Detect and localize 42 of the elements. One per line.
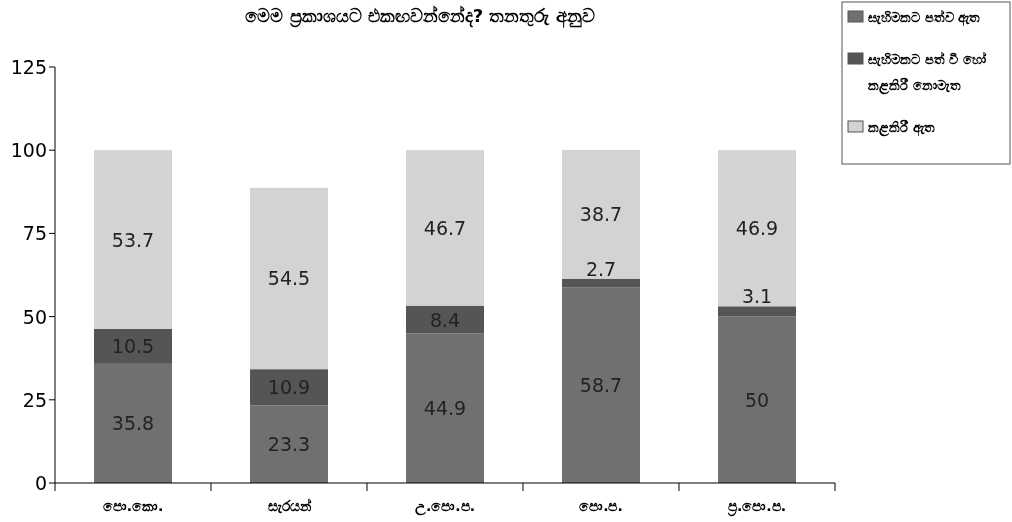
x-tick-label: ප්‍ර.පො.ප. (727, 498, 786, 517)
y-tick-label: 75 (22, 222, 47, 245)
bar (94, 363, 172, 483)
bar (250, 369, 328, 406)
legend-label: සැහිමකට පත්ව ඇත (868, 9, 981, 27)
bar (718, 150, 796, 307)
x-tick-label: පො.කො. (102, 498, 164, 514)
x-tick-label: සැරයන් (267, 498, 312, 514)
legend-label: සැහිමකට පත් වී හෝ කළකිරී නොමැත (868, 51, 987, 95)
x-tick-label: උ.පො.ප. (415, 498, 475, 516)
data-label: 3.1 (741, 285, 773, 308)
y-tick-label: 100 (10, 139, 47, 162)
bar (94, 150, 172, 329)
bar (562, 287, 640, 483)
data-label: 23.3 (267, 433, 311, 456)
bar (250, 405, 328, 483)
data-label: 44.9 (423, 397, 467, 420)
chart-title: මෙම ප්‍රකාශයට එකඟවන්නේද? තනතුරු අනුව (245, 5, 595, 28)
bar (94, 328, 172, 364)
y-tick-label: 0 (34, 472, 47, 494)
data-label: 46.7 (423, 216, 467, 239)
bar (562, 278, 640, 288)
legend-label: කළකිරී ඇත (868, 119, 935, 137)
y-tick-label: 50 (22, 305, 47, 328)
x-tick-label: පො.ප. (579, 498, 623, 514)
y-tick-label: 25 (22, 388, 47, 411)
data-label: 35.8 (111, 412, 155, 435)
bar (718, 316, 796, 483)
data-label: 46.9 (735, 217, 779, 240)
data-label: 38.7 (579, 203, 623, 226)
data-label: 50 (744, 388, 770, 411)
bar (562, 149, 640, 279)
data-label: 58.7 (579, 374, 623, 397)
bar (406, 150, 484, 306)
bar (406, 305, 484, 334)
bar (250, 187, 328, 370)
bar (406, 333, 484, 483)
data-label: 53.7 (111, 228, 155, 251)
y-tick-label: 125 (10, 56, 47, 78)
data-label: 2.7 (585, 257, 617, 280)
bar (718, 306, 796, 317)
data-label: 54.5 (267, 267, 311, 290)
